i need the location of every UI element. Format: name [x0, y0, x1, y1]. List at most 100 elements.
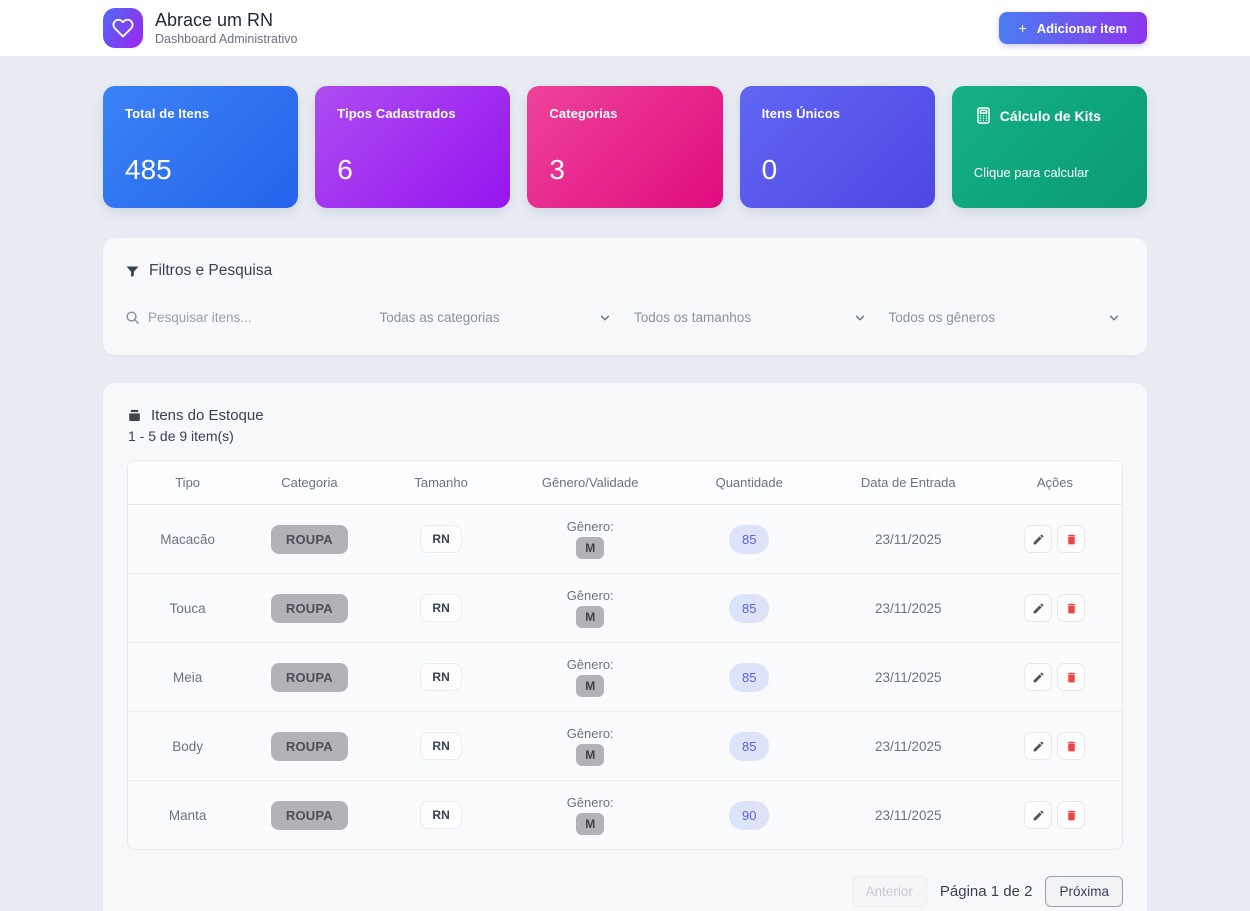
stat-card-tipos-cadastrados: Tipos Cadastrados 6: [315, 86, 511, 208]
app-logo: [103, 8, 143, 48]
gender-label: Gênero:: [566, 726, 614, 741]
stat-value: 0: [761, 154, 778, 185]
delete-button[interactable]: [1057, 594, 1086, 622]
stat-card-total-itens: Total de Itens 485: [103, 86, 299, 208]
column-header-quantidade: Quantidade: [669, 461, 829, 505]
quantity-badge: 90: [728, 800, 770, 830]
gender-label: Gênero:: [566, 519, 614, 534]
edit-button[interactable]: [1024, 663, 1053, 691]
column-header-genero: Gênero/Validade: [510, 461, 670, 505]
gender-label: Gênero:: [566, 588, 614, 603]
pagination: Anterior Página 1 de 2 Próxima: [127, 876, 1123, 907]
next-page-button[interactable]: Próxima: [1045, 876, 1123, 907]
pencil-icon: [1032, 533, 1045, 546]
heart-icon: [112, 17, 134, 39]
gender-select[interactable]: Todos os gêneros: [889, 310, 1126, 325]
trash-icon: [1065, 740, 1078, 753]
trash-icon: [1065, 533, 1078, 546]
table-row: Macacão ROUPA RN Gênero: M 85 23/11/2025: [128, 504, 1122, 574]
size-badge: RN: [420, 663, 462, 691]
inventory-title: Itens do Estoque: [151, 407, 264, 424]
search-icon: [125, 310, 140, 325]
edit-button[interactable]: [1024, 732, 1053, 760]
pencil-icon: [1032, 740, 1045, 753]
size-select-value: Todos os tamanhos: [634, 310, 752, 325]
edit-button[interactable]: [1024, 525, 1053, 553]
stat-label: Cálculo de Kits: [999, 107, 1101, 124]
search-box: [125, 310, 362, 325]
gender-label: Gênero:: [566, 657, 614, 672]
filters-panel: Filtros e Pesquisa Todas as categorias: [103, 238, 1147, 355]
stat-value: 6: [337, 154, 353, 185]
top-bar: Abrace um RN Dashboard Administrativo + …: [0, 0, 1250, 57]
table-row: Touca ROUPA RN Gênero: M 85 23/11/2025: [128, 573, 1122, 643]
stat-card-calculo-kits[interactable]: Cálculo de Kits Clique para calcular: [951, 86, 1147, 208]
inventory-panel: Itens do Estoque 1 - 5 de 9 item(s) Tipo…: [103, 383, 1147, 911]
pencil-icon: [1032, 809, 1045, 822]
plus-icon: +: [1018, 20, 1027, 36]
inventory-count: 1 - 5 de 9 item(s): [128, 428, 234, 444]
size-badge: RN: [420, 525, 462, 553]
page-title: Abrace um RN: [155, 9, 274, 30]
filter-icon: [125, 264, 140, 279]
category-select[interactable]: Todas as categorias: [380, 310, 617, 325]
item-type: Body: [172, 738, 204, 754]
delete-button[interactable]: [1057, 801, 1086, 829]
box-icon: [127, 408, 142, 423]
trash-icon: [1065, 602, 1078, 615]
item-type: Manta: [168, 807, 207, 823]
chevron-down-icon: [853, 311, 867, 325]
gender-label: Gênero:: [566, 795, 614, 810]
stat-card-categorias: Categorias 3: [527, 86, 723, 208]
delete-button[interactable]: [1057, 732, 1086, 760]
add-item-button[interactable]: + Adicionar item: [998, 12, 1147, 44]
size-select[interactable]: Todos os tamanhos: [634, 310, 871, 325]
delete-button[interactable]: [1057, 525, 1086, 553]
size-badge: RN: [420, 801, 462, 829]
edit-button[interactable]: [1024, 594, 1053, 622]
table-row: Manta ROUPA RN Gênero: M 90 23/11/2025: [128, 781, 1122, 850]
quantity-badge: 85: [728, 731, 770, 761]
table-row: Body ROUPA RN Gênero: M 85 23/11/2025: [128, 711, 1122, 781]
quantity-badge: 85: [728, 662, 770, 692]
trash-icon: [1065, 671, 1078, 684]
pencil-icon: [1032, 602, 1045, 615]
page-info: Página 1 de 2: [939, 883, 1033, 900]
edit-button[interactable]: [1024, 801, 1053, 829]
entry-date: 23/11/2025: [874, 531, 942, 547]
table-header-row: Tipo Categoria Tamanho Gênero/Validade Q…: [128, 461, 1122, 505]
search-input[interactable]: [148, 310, 362, 325]
trash-icon: [1065, 809, 1078, 822]
stat-value: 3: [549, 154, 565, 185]
item-type: Macacão: [160, 531, 216, 547]
category-select-value: Todas as categorias: [379, 310, 500, 325]
pencil-icon: [1032, 671, 1045, 684]
stat-card-itens-unicos: Itens Únicos 0: [739, 86, 935, 208]
entry-date: 23/11/2025: [874, 738, 942, 754]
size-badge: RN: [420, 732, 462, 760]
gender-select-value: Todos os gêneros: [888, 310, 996, 325]
column-header-tamanho: Tamanho: [371, 461, 511, 505]
quantity-badge: 85: [728, 593, 770, 623]
stat-label: Categorias: [549, 106, 618, 121]
previous-page-button[interactable]: Anterior: [851, 876, 927, 907]
column-header-tipo: Tipo: [128, 461, 248, 505]
delete-button[interactable]: [1057, 663, 1086, 691]
item-type: Touca: [169, 600, 206, 616]
stat-label: Tipos Cadastrados: [337, 106, 456, 121]
category-badge: ROUPA: [270, 731, 348, 761]
item-type: Meia: [173, 669, 203, 685]
stat-value: 485: [125, 154, 172, 185]
inventory-table: Tipo Categoria Tamanho Gênero/Validade Q…: [127, 460, 1123, 850]
gender-badge: M: [576, 537, 605, 559]
category-badge: ROUPA: [270, 524, 348, 554]
entry-date: 23/11/2025: [874, 807, 942, 823]
category-badge: ROUPA: [270, 593, 348, 623]
filters-title: Filtros e Pesquisa: [149, 262, 273, 279]
table-row: Meia ROUPA RN Gênero: M 85 23/11/2025: [128, 642, 1122, 712]
size-badge: RN: [420, 594, 462, 622]
page-subtitle: Dashboard Administrativo: [155, 32, 298, 47]
stats-row: Total de Itens 485 Tipos Cadastrados 6 C…: [103, 86, 1147, 208]
stat-label: Itens Únicos: [761, 106, 841, 121]
gender-badge: M: [576, 744, 605, 766]
